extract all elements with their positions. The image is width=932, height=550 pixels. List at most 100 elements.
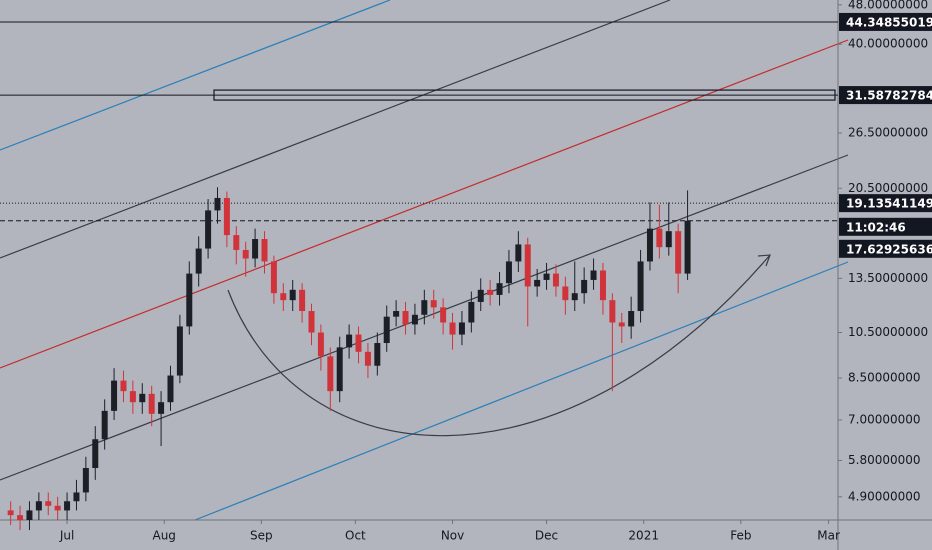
x-tick-label: Nov [441,529,464,543]
candle-body [571,293,578,301]
candle-body [524,244,531,287]
countdown-tag-text: 11:02:46 [846,220,906,234]
candle-body [609,300,616,323]
candle-body [581,279,588,294]
candle-body [552,273,559,287]
candle-body [618,322,625,327]
candle-body [421,300,428,315]
candle-body [458,322,465,335]
price-zone [213,89,836,101]
x-tick-label: Dec [535,529,558,543]
candle-body [336,347,343,392]
candle-body [440,307,447,323]
candle-body [54,505,61,511]
candle-body [393,311,400,317]
candle-body [214,197,221,211]
candle-body [111,380,118,411]
price-tag-text: 44.34855019 [846,15,932,29]
candle-body [346,334,353,348]
price-tag-box [839,194,932,213]
candle-body [64,501,71,511]
y-tick-label: 5.80000000 [848,453,921,467]
price-tag-box [839,12,932,31]
drawings [0,0,849,521]
y-tick-label: 20.50000000 [848,181,928,195]
candle-body [280,293,287,301]
candle-body [684,220,691,274]
candle-body [477,289,484,302]
price-tag-text: 31.58782784 [846,89,932,103]
candle-body [543,273,550,280]
candle-body [515,244,522,262]
candle-body [242,249,249,259]
candle-body [355,334,362,352]
x-tick-label: Feb [730,529,751,543]
candle-body [233,235,240,250]
candle-body [430,300,437,308]
candle-body [205,210,212,249]
trend-line [0,0,391,151]
candle-body [637,261,644,312]
candle-body [599,270,606,301]
candle-body [487,289,494,295]
candle-body [26,510,33,520]
candle-body [7,510,14,516]
countdown-tag-box [839,217,932,236]
candle-body [468,301,475,323]
candle-body [270,261,277,294]
candle-body [186,273,193,327]
candle-body [327,356,334,392]
candle-body [402,311,409,325]
y-tick-label: 4.90000000 [848,489,921,503]
price-tag-box [839,239,932,258]
candle-body [101,410,108,440]
candle-body [646,228,653,262]
candle-body [261,239,268,262]
candles [7,187,691,531]
x-tick-label: Oct [345,529,366,543]
x-tick-label: 2021 [628,529,659,543]
x-tick-label: Mar [817,529,840,543]
price-tag-text: 19.13541149 [846,197,932,211]
price-tag: 44.34855019 [839,12,932,31]
candle-body [449,322,456,335]
price-tag: 31.58782784 [839,86,932,105]
candle-body [223,197,230,236]
arrow-head [757,254,771,267]
y-tick-label: 13.50000000 [848,271,928,285]
candle-body [148,393,155,414]
candle-body [364,351,371,366]
price-tag: 19.13541149 [839,194,932,213]
candle-body [383,316,390,344]
x-tick-label: Aug [152,529,175,543]
candle-body [628,311,635,327]
candle-body [299,289,306,312]
candle-body [17,515,24,520]
y-tick-label: 40.00000000 [848,37,928,51]
x-tick-label: Jul [59,529,74,543]
candle-body [374,343,381,366]
candle-body [317,332,324,357]
y-tick-label: 10.50000000 [848,325,928,339]
candle-body [176,326,183,376]
candle-body [252,239,259,259]
candle-body [308,311,315,333]
candle-body [505,261,512,284]
price-tag-text: 17.62925636 [846,242,932,256]
candle-body [411,314,418,325]
candle-body [45,501,52,506]
candle-body [73,492,80,502]
candle-body [665,231,672,248]
y-tick-label: 26.50000000 [848,125,928,139]
trend-line [0,0,671,259]
candle-body [120,380,127,392]
candle-body [289,289,296,301]
arc-path [227,254,771,437]
candle-body [562,286,569,301]
candle-body [167,375,174,403]
candle-body [534,279,541,287]
candle-body [82,468,89,493]
candle-body [496,283,503,295]
x-tick-label: Sep [250,529,273,543]
